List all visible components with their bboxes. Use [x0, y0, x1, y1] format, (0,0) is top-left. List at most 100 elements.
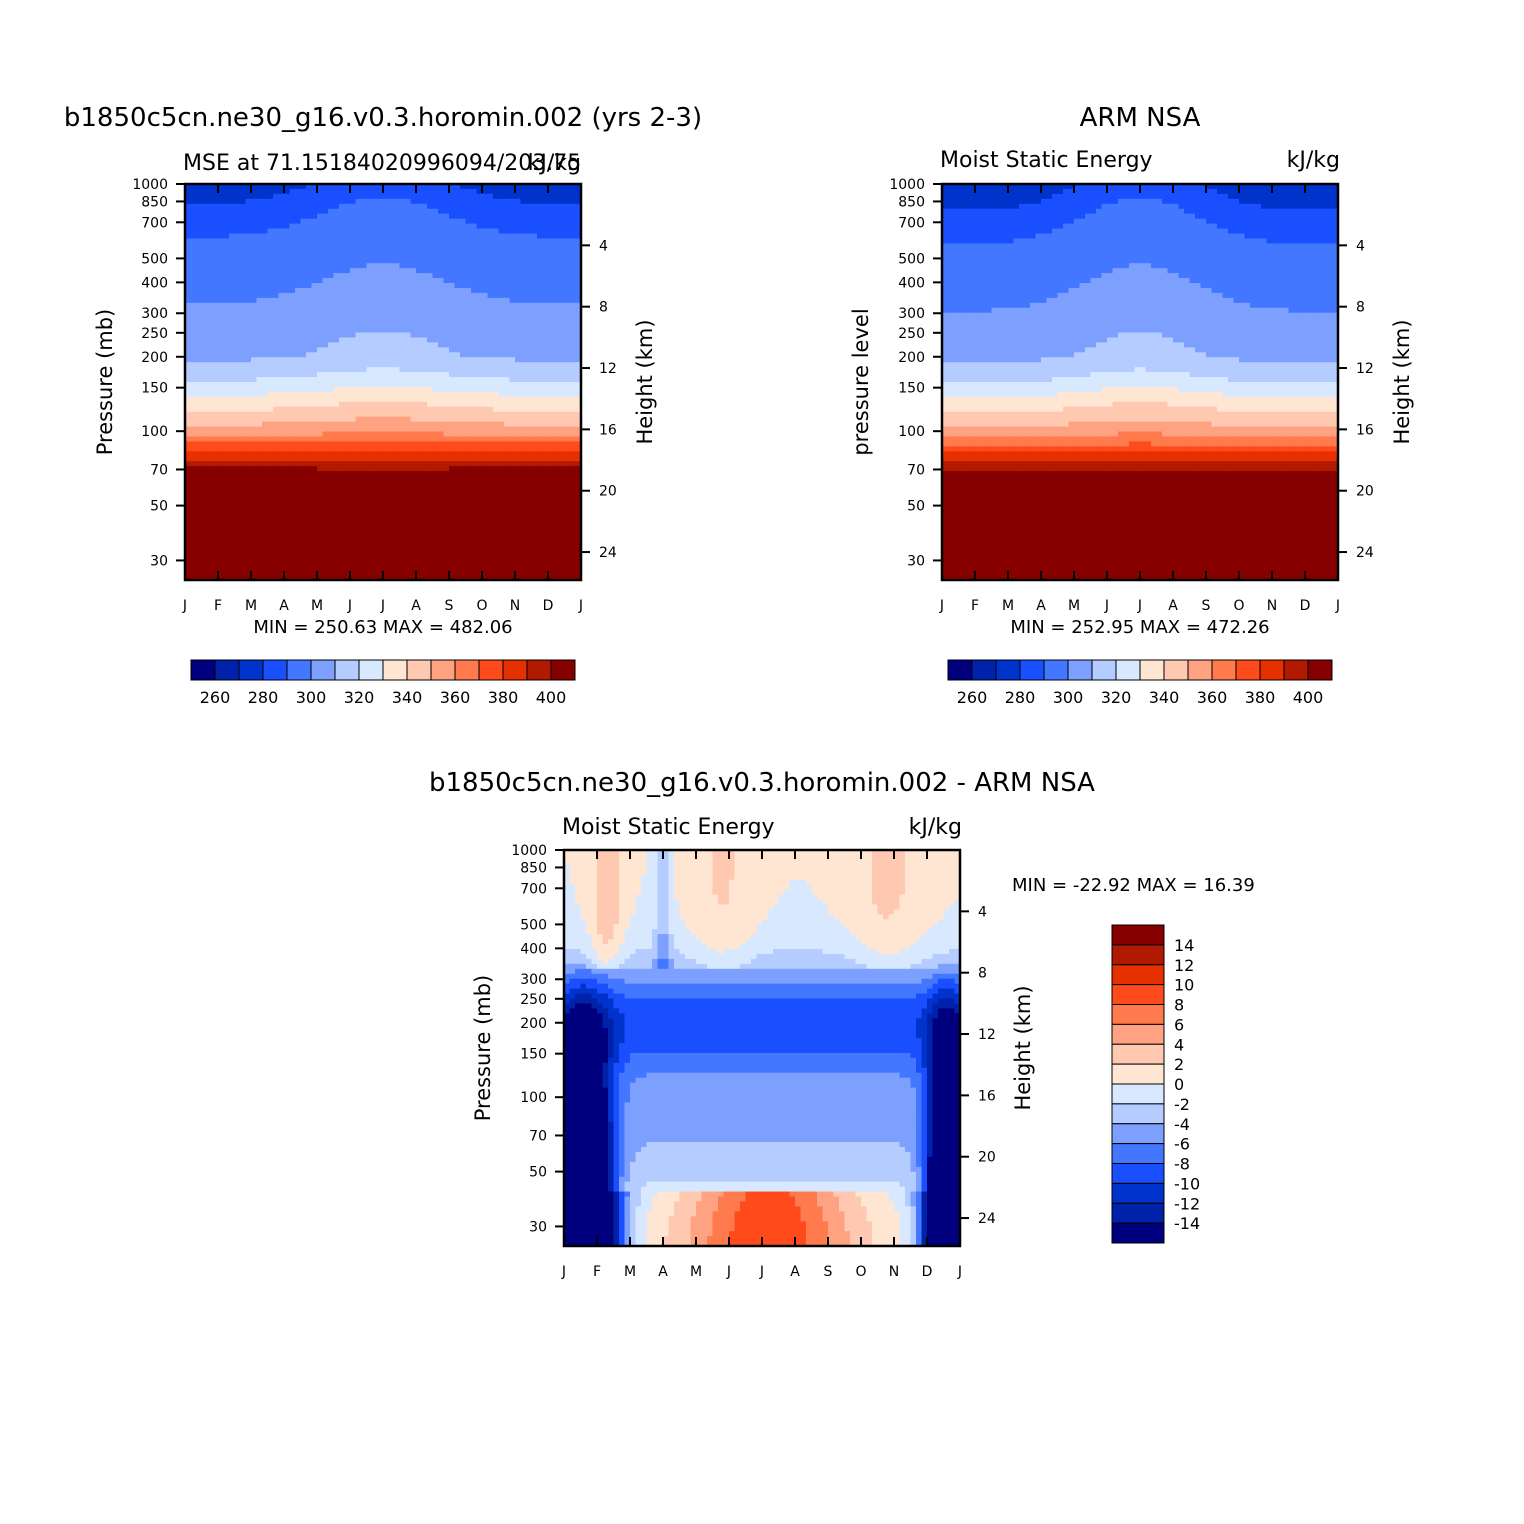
contour-cell: [201, 337, 208, 343]
contour-cell: [438, 421, 445, 428]
contour-cell: [394, 238, 401, 244]
contour-cell: [273, 515, 280, 522]
contour-cell: [553, 416, 560, 423]
contour-cell: [355, 188, 362, 195]
contour-cell: [526, 228, 533, 235]
contour-cell: [251, 253, 258, 259]
contour-cell: [383, 312, 390, 319]
contour-cell: [443, 292, 450, 299]
contour-cell: [471, 218, 478, 225]
contour-cell: [355, 416, 362, 423]
contour-cell: [498, 268, 505, 274]
contour-cell: [278, 416, 285, 423]
contour-cell: [388, 446, 395, 452]
contour-cell: [333, 421, 340, 428]
contour-cell: [245, 382, 252, 388]
contour-cell: [559, 312, 566, 319]
contour-cell: [515, 362, 522, 368]
contour-cell: [245, 490, 252, 497]
contour-cell: [476, 416, 483, 423]
contour-cell: [361, 312, 368, 319]
contour-cell: [421, 441, 428, 447]
contour-cell: [278, 347, 285, 353]
contour-cell: [273, 213, 280, 220]
contour-cell: [421, 396, 428, 403]
contour-cell: [493, 248, 500, 254]
contour-cell: [284, 317, 291, 324]
contour-cell: [317, 317, 324, 324]
contour-cell: [471, 184, 478, 190]
contour-cell: [328, 431, 335, 438]
contour-cell: [410, 268, 417, 274]
contour-cell: [454, 401, 461, 408]
contour-cell: [559, 332, 566, 339]
contour-cell: [223, 490, 230, 497]
contour-cell: [405, 401, 412, 408]
contour-cell: [267, 401, 274, 408]
contour-cell: [471, 268, 478, 274]
contour-cell: [570, 476, 577, 482]
contour-cell: [482, 377, 489, 383]
contour-cell: [465, 307, 472, 314]
contour-cell: [388, 391, 395, 398]
contour-cell: [399, 307, 406, 314]
contour-cell: [295, 391, 302, 398]
contour-cell: [476, 307, 483, 314]
contour-cell: [350, 386, 357, 393]
contour-cell: [394, 302, 401, 309]
contour-cell: [262, 243, 269, 249]
contour-cell: [278, 208, 285, 215]
contour-cell: [504, 367, 511, 373]
contour-cell: [493, 495, 500, 502]
contour-cell: [212, 510, 219, 517]
contour-cell: [350, 441, 357, 447]
contour-cell: [339, 263, 346, 269]
contour-cell: [289, 426, 296, 433]
contour-cell: [300, 307, 307, 314]
contour-cell: [531, 441, 538, 447]
contour-cell: [311, 485, 318, 492]
contour-cell: [427, 302, 434, 309]
contour-cell: [223, 263, 230, 269]
contour-cell: [240, 327, 247, 334]
contour-cell: [223, 258, 230, 264]
contour-cell: [262, 332, 269, 339]
contour-cell: [399, 481, 406, 487]
contour-cell: [438, 248, 445, 254]
contour-cell: [240, 451, 247, 457]
contour-cell: [383, 406, 390, 413]
contour-cell: [355, 347, 362, 353]
contour-cell: [504, 411, 511, 418]
contour-cell: [471, 446, 478, 452]
contour-cell: [531, 451, 538, 457]
contour-cell: [476, 278, 483, 284]
contour-cell: [553, 367, 560, 373]
contour-cell: [361, 520, 368, 527]
contour-cell: [251, 233, 258, 240]
contour-cell: [526, 248, 533, 254]
contour-cell: [537, 466, 544, 472]
contour-cell: [559, 382, 566, 388]
contour-cell: [421, 278, 428, 284]
contour-cell: [427, 382, 434, 388]
contour-cell: [366, 228, 373, 235]
contour-cell: [515, 377, 522, 383]
panel-model-title: b1850c5cn.ne30_g16.v0.3.horomin.002 (yrs…: [64, 103, 702, 133]
contour-cell: [399, 416, 406, 423]
contour-cell: [372, 263, 379, 269]
contour-cell: [427, 292, 434, 299]
contour-cell: [185, 243, 192, 249]
contour-cell: [498, 347, 505, 353]
contour-cell: [548, 253, 555, 259]
contour-cell: [262, 347, 269, 353]
contour-cell: [295, 471, 302, 477]
contour-cell: [520, 307, 527, 314]
contour-cell: [421, 198, 428, 205]
contour-cell: [482, 258, 489, 264]
contour-cell: [460, 386, 467, 393]
contour-cell: [267, 515, 274, 522]
contour-cell: [449, 495, 456, 502]
contour-cell: [443, 495, 450, 502]
contour-cell: [454, 431, 461, 438]
contour-cell: [427, 471, 434, 477]
